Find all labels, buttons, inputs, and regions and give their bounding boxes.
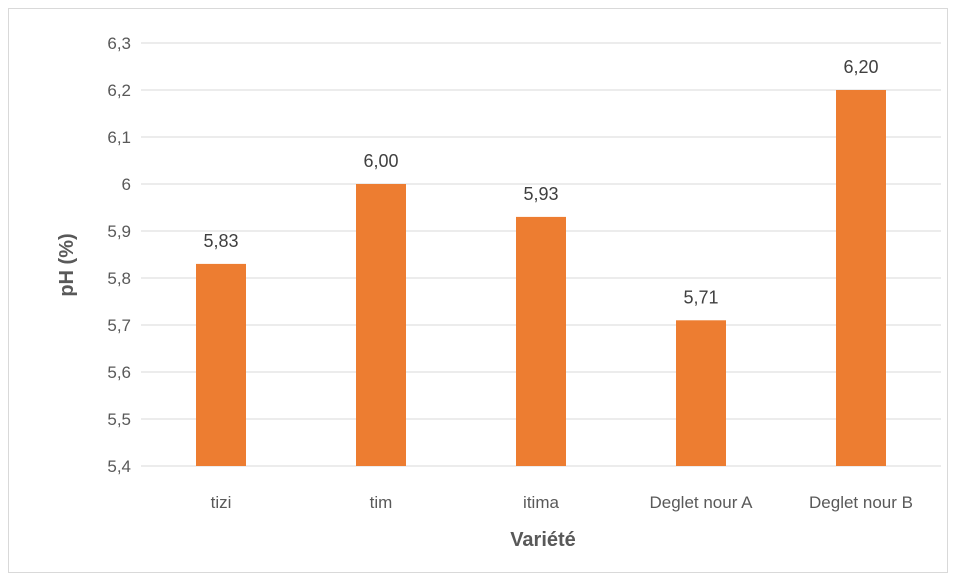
y-tick-label: 5,5 bbox=[107, 410, 131, 429]
y-tick-label: 6,3 bbox=[107, 34, 131, 53]
y-tick-label: 5,7 bbox=[107, 316, 131, 335]
bar-itima bbox=[516, 216, 566, 466]
x-axis-categories: tizi tim itima Deglet nour A Deglet nour B bbox=[211, 493, 913, 512]
y-tick-label: 5,9 bbox=[107, 222, 131, 241]
data-label: 5,83 bbox=[203, 231, 238, 251]
y-axis-title: pH (%) bbox=[56, 233, 78, 296]
y-tick-label: 5,8 bbox=[107, 269, 131, 288]
bars bbox=[196, 90, 886, 466]
x-tick-label: Deglet nour B bbox=[809, 493, 913, 512]
data-label: 5,71 bbox=[683, 287, 718, 307]
y-tick-label: 6,1 bbox=[107, 128, 131, 147]
x-tick-label: tim bbox=[370, 493, 393, 512]
x-tick-label: tizi bbox=[211, 493, 232, 512]
y-tick-label: 6,2 bbox=[107, 81, 131, 100]
bar-deglet-nour-a bbox=[676, 320, 726, 466]
x-tick-label: itima bbox=[523, 493, 559, 512]
bar-tizi bbox=[196, 263, 246, 466]
data-label: 5,93 bbox=[523, 184, 558, 204]
data-label: 6,20 bbox=[843, 57, 878, 77]
x-axis-title: Variété bbox=[510, 529, 576, 551]
data-label: 6,00 bbox=[363, 151, 398, 171]
y-tick-label: 6 bbox=[122, 175, 131, 194]
y-tick-label: 5,4 bbox=[107, 457, 131, 476]
y-axis-ticks: 5,4 5,5 5,6 5,7 5,8 5,9 6 6,1 6,2 6,3 bbox=[107, 34, 131, 476]
x-tick-label: Deglet nour A bbox=[649, 493, 753, 512]
bar-chart: 5,4 5,5 5,6 5,7 5,8 5,9 6 6,1 6,2 6,3 5,83 6,00 5,9… bbox=[56, 34, 941, 551]
data-labels: 5,83 6,00 5,93 5,71 6,20 bbox=[203, 57, 878, 307]
bar-deglet-nour-b bbox=[836, 90, 886, 466]
bar-tim bbox=[356, 184, 406, 466]
y-tick-label: 5,6 bbox=[107, 363, 131, 382]
chart-frame: 5,4 5,5 5,6 5,7 5,8 5,9 6 6,1 6,2 6,3 5,83 6,00 5,9… bbox=[8, 8, 948, 573]
